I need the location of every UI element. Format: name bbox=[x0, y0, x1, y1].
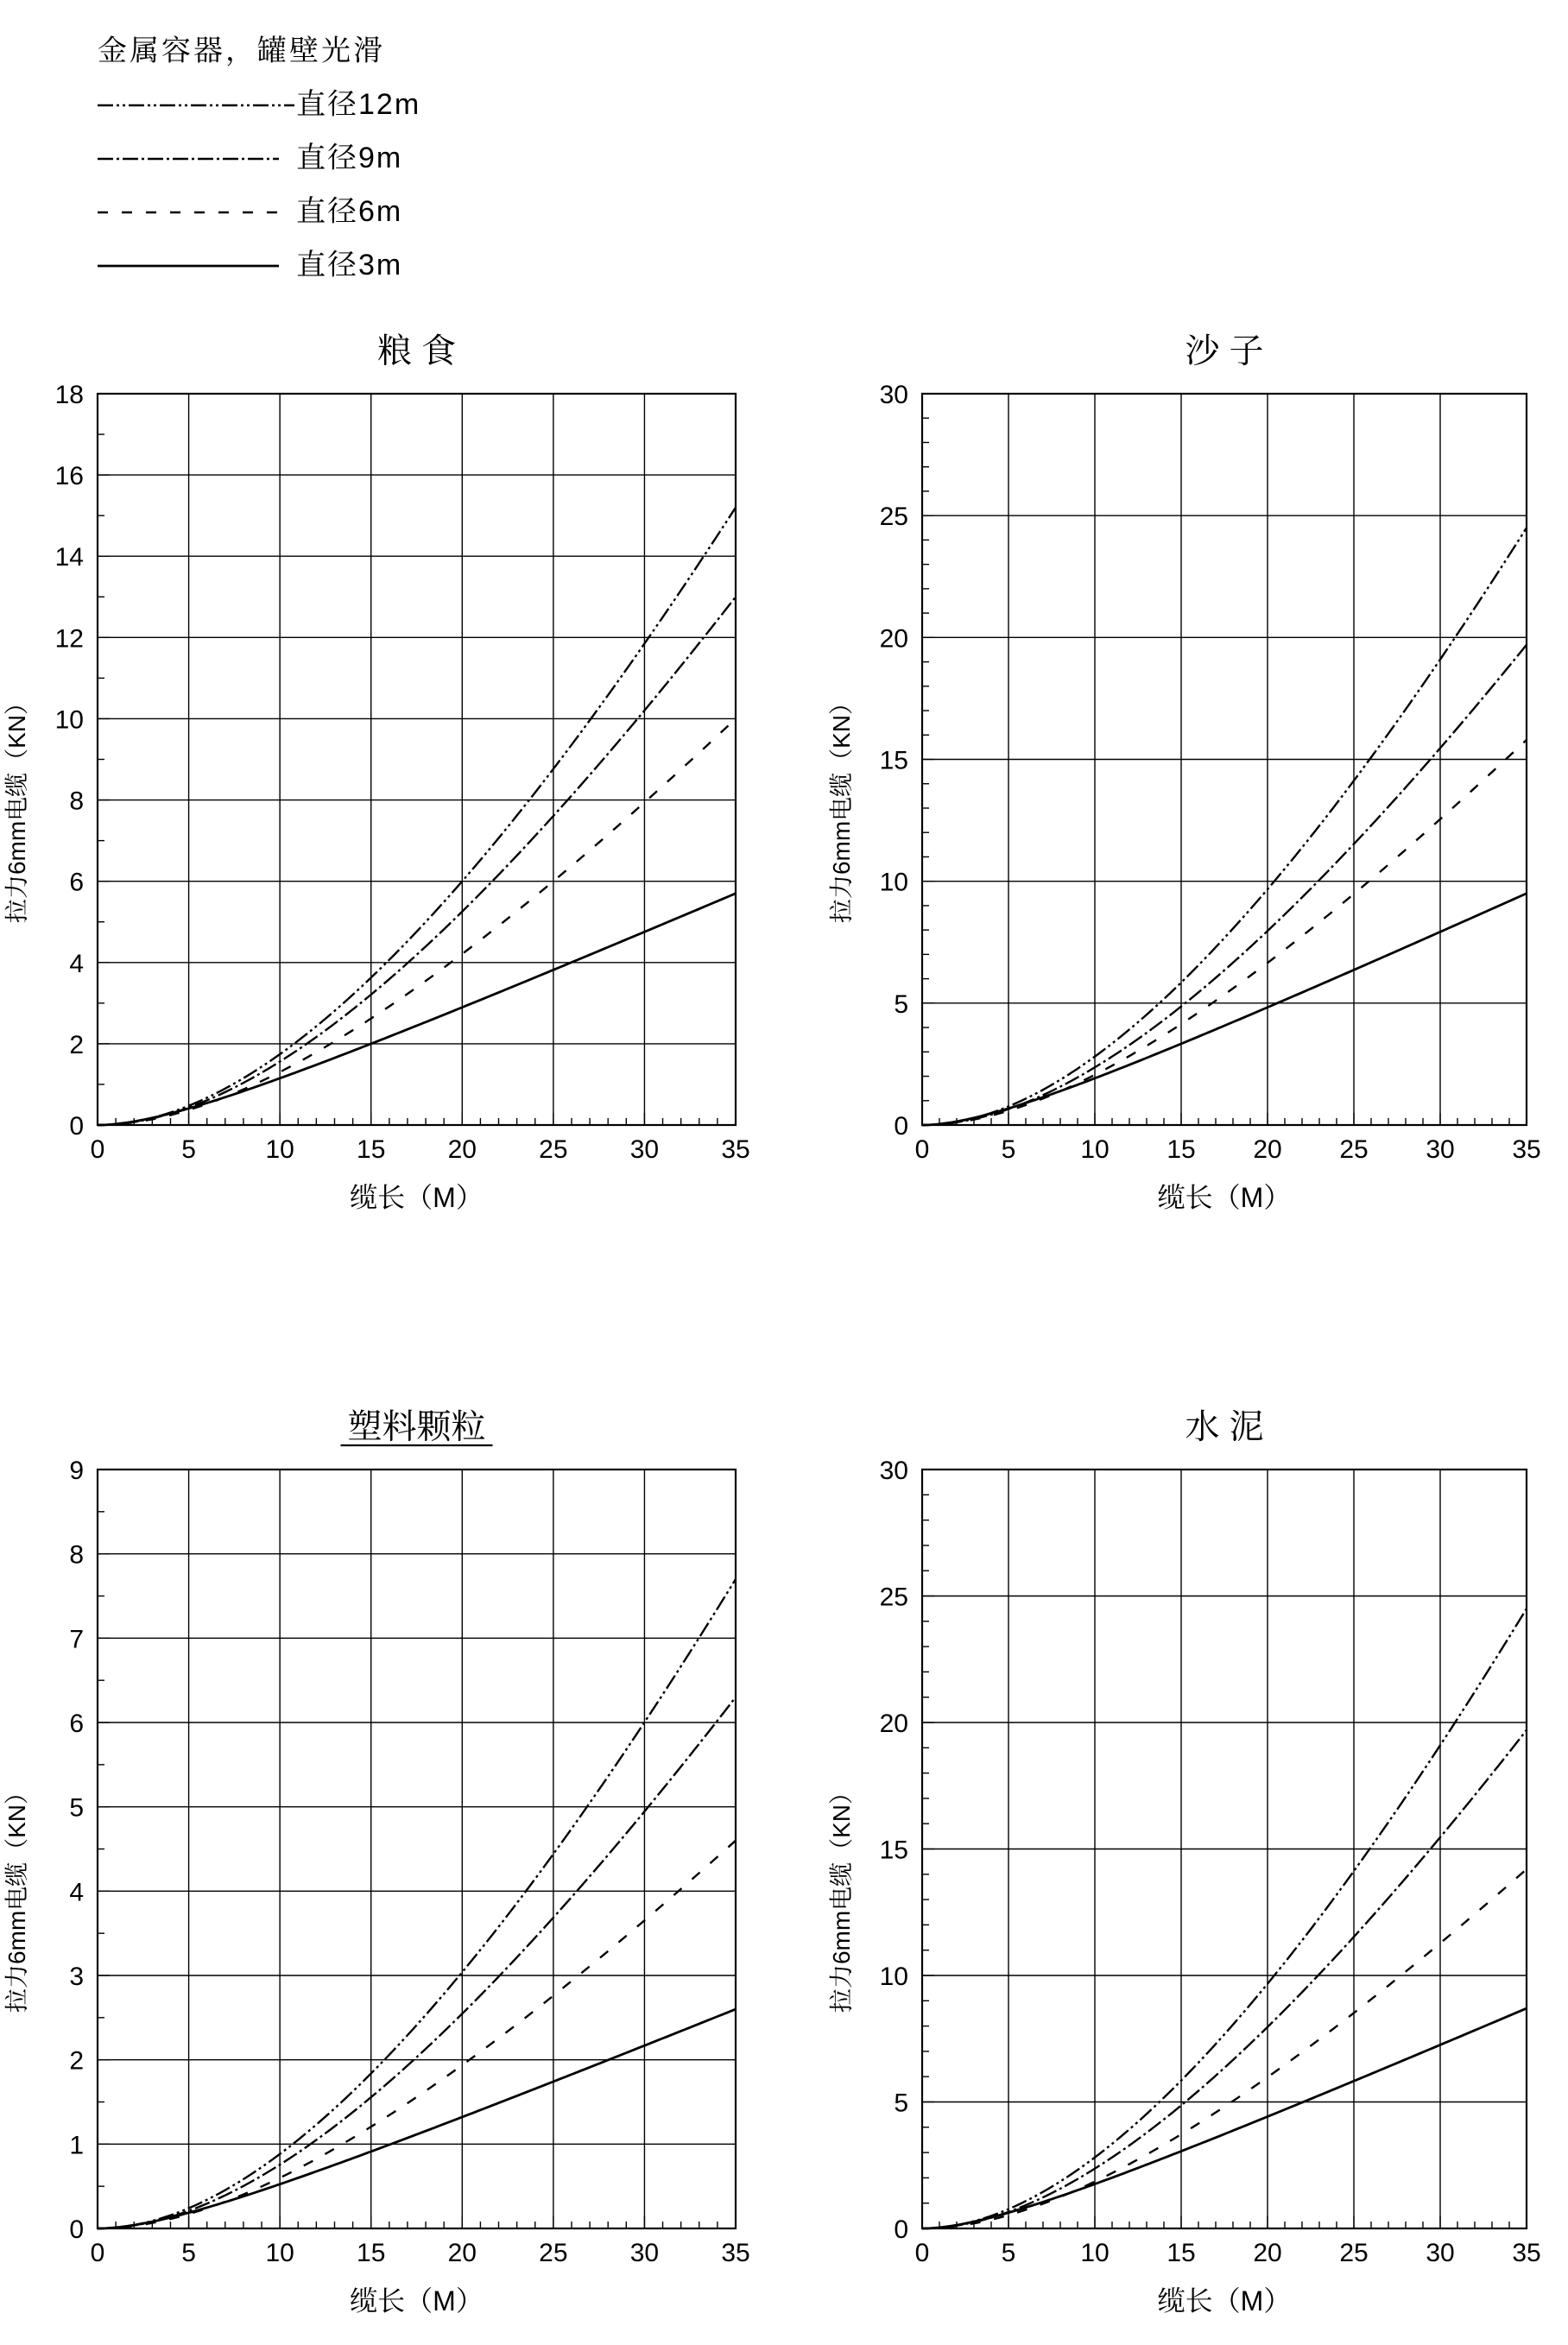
svg-text:35: 35 bbox=[1512, 1135, 1540, 1164]
svg-text:5: 5 bbox=[181, 1135, 196, 1164]
svg-text:35: 35 bbox=[721, 1135, 749, 1164]
svg-text:0: 0 bbox=[91, 2239, 105, 2267]
svg-text:20: 20 bbox=[880, 624, 908, 653]
svg-text:30: 30 bbox=[1426, 2239, 1454, 2267]
svg-text:4: 4 bbox=[69, 1878, 84, 1906]
svg-text:14: 14 bbox=[55, 543, 84, 572]
svg-text:8: 8 bbox=[69, 787, 84, 816]
svg-text:18: 18 bbox=[55, 381, 84, 409]
svg-text:4: 4 bbox=[69, 950, 84, 978]
svg-text:5: 5 bbox=[1002, 2239, 1016, 2267]
svg-text:25: 25 bbox=[1339, 1135, 1368, 1164]
svg-text:粮 食: 粮 食 bbox=[377, 332, 456, 370]
svg-text:30: 30 bbox=[630, 1135, 659, 1164]
svg-text:5: 5 bbox=[894, 990, 908, 1019]
svg-text:2: 2 bbox=[69, 2047, 84, 2076]
svg-text:缆长（M）: 缆长（M） bbox=[350, 1182, 484, 1213]
svg-text:直径12m: 直径12m bbox=[296, 88, 420, 121]
svg-text:拉力6mm电缆（KN）: 拉力6mm电缆（KN） bbox=[3, 1780, 30, 2013]
svg-text:塑料颗粒: 塑料颗粒 bbox=[348, 1408, 486, 1446]
svg-text:25: 25 bbox=[539, 1135, 567, 1164]
svg-text:0: 0 bbox=[91, 1135, 105, 1164]
svg-text:9: 9 bbox=[69, 1457, 84, 1485]
svg-text:25: 25 bbox=[880, 1583, 908, 1612]
svg-text:20: 20 bbox=[1253, 2239, 1281, 2267]
svg-text:8: 8 bbox=[69, 1541, 84, 1570]
svg-text:10: 10 bbox=[1080, 1135, 1109, 1164]
svg-text:10: 10 bbox=[880, 869, 908, 897]
svg-text:15: 15 bbox=[357, 1135, 385, 1164]
svg-text:3: 3 bbox=[69, 1963, 84, 1991]
svg-text:10: 10 bbox=[265, 2239, 294, 2267]
svg-text:15: 15 bbox=[1167, 1135, 1195, 1164]
svg-text:0: 0 bbox=[894, 1112, 908, 1141]
svg-text:拉力6mm电缆（KN）: 拉力6mm电缆（KN） bbox=[828, 1780, 855, 2013]
svg-text:直径6m: 直径6m bbox=[296, 195, 402, 228]
svg-text:7: 7 bbox=[69, 1625, 84, 1653]
svg-text:0: 0 bbox=[69, 2215, 84, 2244]
svg-text:10: 10 bbox=[880, 1963, 908, 1991]
svg-text:6: 6 bbox=[69, 1710, 84, 1738]
svg-text:30: 30 bbox=[880, 381, 908, 409]
svg-text:缆长（M）: 缆长（M） bbox=[350, 2285, 484, 2317]
svg-text:拉力6mm电缆（KN）: 拉力6mm电缆（KN） bbox=[828, 691, 855, 923]
svg-text:15: 15 bbox=[880, 747, 908, 775]
svg-text:25: 25 bbox=[880, 502, 908, 531]
svg-text:15: 15 bbox=[1167, 2239, 1195, 2267]
svg-text:0: 0 bbox=[915, 1135, 930, 1164]
svg-text:沙 子: 沙 子 bbox=[1185, 332, 1263, 370]
svg-text:0: 0 bbox=[915, 2239, 930, 2267]
svg-text:20: 20 bbox=[448, 2239, 477, 2267]
svg-text:5: 5 bbox=[181, 2239, 196, 2267]
svg-text:缆长（M）: 缆长（M） bbox=[1158, 2285, 1292, 2317]
svg-text:10: 10 bbox=[265, 1135, 294, 1164]
svg-text:30: 30 bbox=[880, 1457, 908, 1485]
svg-text:5: 5 bbox=[1002, 1135, 1016, 1164]
svg-text:15: 15 bbox=[880, 1836, 908, 1865]
svg-text:35: 35 bbox=[721, 2239, 749, 2267]
svg-text:水 泥: 水 泥 bbox=[1185, 1408, 1263, 1446]
svg-text:2: 2 bbox=[69, 1031, 84, 1059]
svg-text:直径3m: 直径3m bbox=[296, 249, 402, 281]
svg-text:25: 25 bbox=[1339, 2239, 1368, 2267]
svg-text:10: 10 bbox=[1080, 2239, 1109, 2267]
svg-text:16: 16 bbox=[55, 462, 84, 490]
svg-text:30: 30 bbox=[630, 2239, 659, 2267]
svg-text:12: 12 bbox=[55, 624, 84, 653]
svg-text:30: 30 bbox=[1426, 1135, 1454, 1164]
svg-text:5: 5 bbox=[69, 1794, 84, 1823]
svg-text:5: 5 bbox=[894, 2089, 908, 2118]
svg-text:10: 10 bbox=[55, 705, 84, 734]
svg-text:20: 20 bbox=[880, 1710, 908, 1738]
svg-text:金属容器，罐壁光滑: 金属容器，罐壁光滑 bbox=[98, 35, 385, 67]
svg-text:25: 25 bbox=[539, 2239, 567, 2267]
svg-text:缆长（M）: 缆长（M） bbox=[1158, 1182, 1292, 1213]
svg-text:15: 15 bbox=[357, 2239, 385, 2267]
svg-text:直径9m: 直径9m bbox=[296, 142, 402, 174]
svg-text:20: 20 bbox=[448, 1135, 477, 1164]
svg-text:拉力6mm电缆（KN）: 拉力6mm电缆（KN） bbox=[3, 691, 30, 923]
svg-text:0: 0 bbox=[894, 2215, 908, 2244]
svg-text:20: 20 bbox=[1253, 1135, 1281, 1164]
svg-text:0: 0 bbox=[69, 1112, 84, 1141]
svg-text:1: 1 bbox=[69, 2131, 84, 2159]
svg-text:6: 6 bbox=[69, 869, 84, 897]
svg-text:35: 35 bbox=[1512, 2239, 1540, 2267]
